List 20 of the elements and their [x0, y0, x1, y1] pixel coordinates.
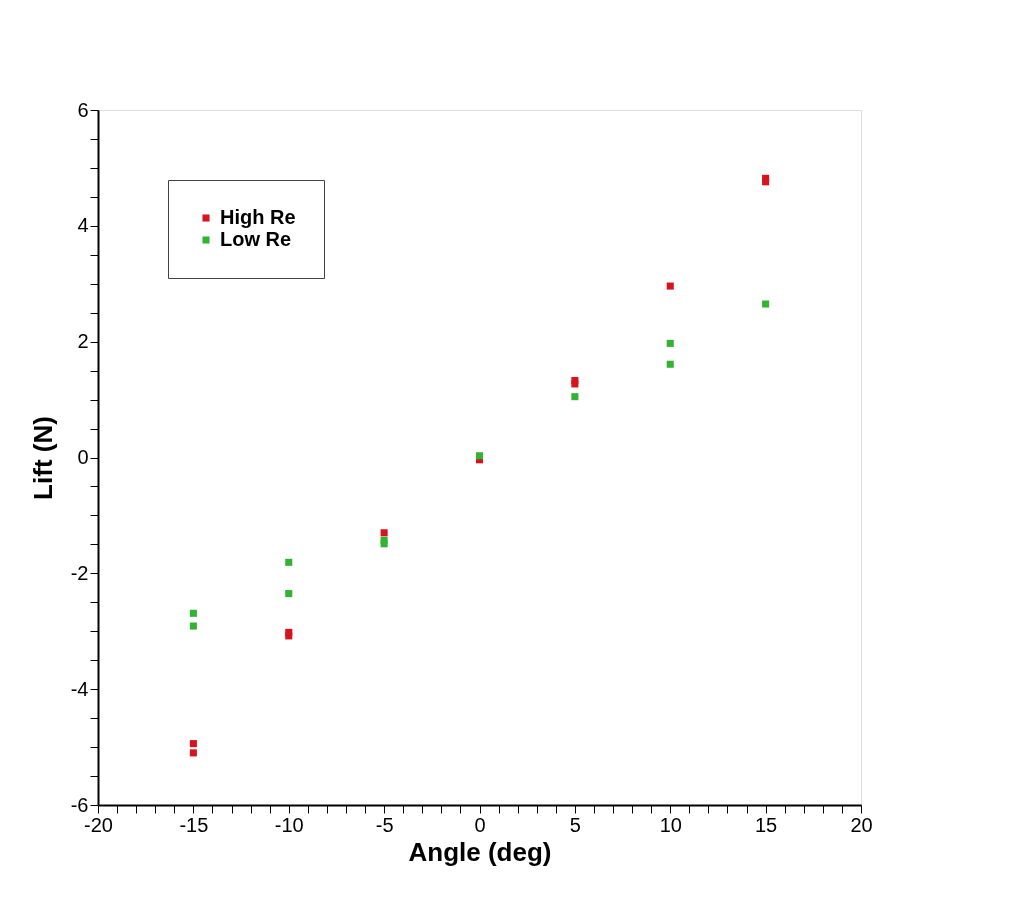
y-tick-label: -6: [70, 793, 89, 816]
x-tick-label: 10: [659, 813, 682, 836]
y-tick-label: 2: [77, 330, 89, 353]
x-tick-label: -20: [84, 813, 113, 836]
x-tick-label: 5: [569, 813, 581, 836]
y-tick-label: 4: [77, 214, 89, 237]
y-tick-label: -2: [70, 561, 89, 584]
x-tick-label: 15: [755, 813, 778, 836]
x-tick-label: -10: [274, 813, 304, 836]
y-tick-label: 6: [77, 98, 89, 121]
x-tick-label: 20: [850, 813, 873, 836]
y-axis-title: Lift (N): [27, 416, 58, 500]
legend-label: High Re: [220, 206, 296, 228]
x-tick-label: -5: [375, 813, 394, 836]
legend-label: Low Re: [220, 228, 292, 250]
x-axis-title: Angle (deg): [408, 836, 552, 867]
y-tick-label: -4: [70, 677, 89, 700]
x-tick-label: 0: [474, 813, 486, 836]
y-tick-label: 0: [77, 446, 89, 468]
x-tick-label: -15: [179, 813, 209, 836]
